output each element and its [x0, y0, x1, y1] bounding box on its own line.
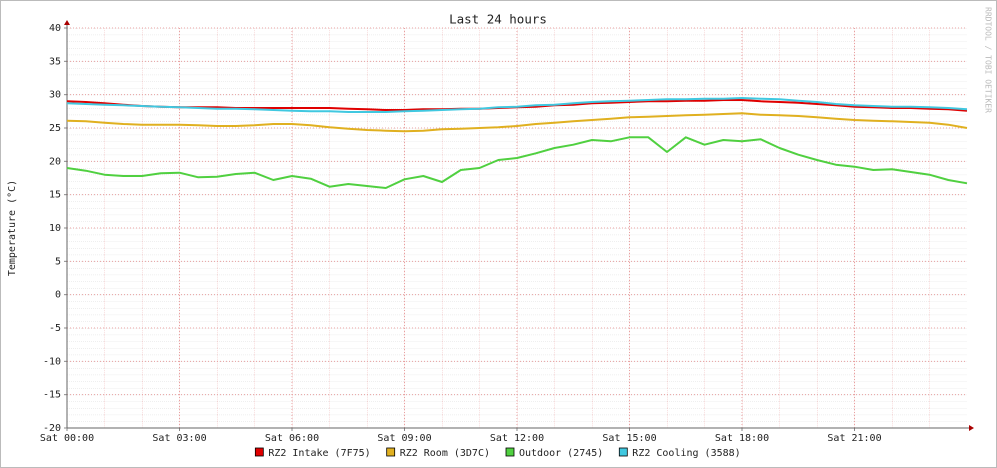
y-tick-label: 10 — [49, 223, 61, 234]
y-tick-label: 0 — [55, 290, 61, 301]
legend-item: RZ2 Intake (7F75) — [254, 447, 371, 459]
x-tick-label: Sat 03:00 — [152, 433, 206, 444]
x-tick-label: Sat 12:00 — [490, 433, 544, 444]
series-line — [66, 97, 968, 113]
y-axis-label: Temperature (°C) — [7, 180, 18, 276]
x-tick-label: Sat 15:00 — [602, 433, 656, 444]
x-tick-label: Sat 09:00 — [377, 433, 431, 444]
y-tick-label: 40 — [49, 23, 61, 34]
legend-swatch — [386, 447, 396, 457]
y-tick-label: -10 — [43, 356, 61, 367]
legend-item: RZ2 Room (3D7C) — [386, 447, 490, 459]
legend-swatch — [254, 447, 264, 457]
y-tick-label: 15 — [49, 190, 61, 201]
y-tick-label: -15 — [43, 390, 61, 401]
y-tick-label: 30 — [49, 90, 61, 101]
chart-title: Last 24 hours — [449, 12, 547, 27]
series-line — [66, 136, 968, 189]
x-tick-label: Sat 18:00 — [715, 433, 769, 444]
y-tick-label: -20 — [43, 423, 61, 434]
x-tick-label: Sat 21:00 — [827, 433, 881, 444]
x-tick-label: Sat 06:00 — [265, 433, 319, 444]
legend-item: Outdoor (2745) — [505, 447, 603, 459]
legend-label: RZ2 Room (3D7C) — [400, 448, 490, 459]
legend-label: Outdoor (2745) — [519, 448, 603, 459]
y-tick-label: 20 — [49, 156, 61, 167]
y-axis-arrow — [64, 20, 70, 25]
legend-swatch — [505, 447, 515, 457]
y-tick-label: 5 — [55, 256, 61, 267]
legend-label: RZ2 Cooling (3588) — [632, 448, 740, 459]
watermark: RRDTOOL / TOBI OETIKER — [984, 7, 993, 113]
legend-label: RZ2 Intake (7F75) — [268, 448, 370, 459]
legend-item: RZ2 Cooling (3588) — [618, 447, 741, 459]
x-axis-arrow — [969, 425, 974, 431]
y-tick-label: 25 — [49, 123, 61, 134]
series-line — [66, 112, 968, 133]
x-tick-label: Sat 00:00 — [40, 433, 94, 444]
y-tick-label: 35 — [49, 56, 61, 67]
legend-swatch — [618, 447, 628, 457]
y-tick-label: -5 — [49, 323, 61, 334]
